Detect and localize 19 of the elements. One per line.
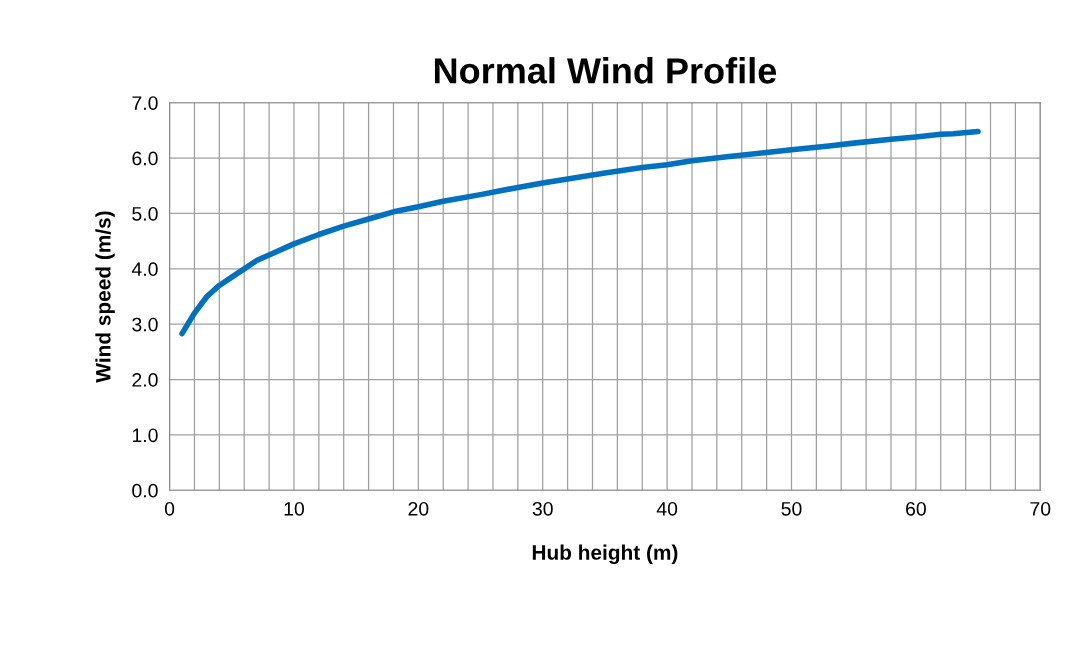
y-tick-label: 2.0 <box>132 373 158 387</box>
chart-title: Normal Wind Profile <box>434 57 777 84</box>
x-tick-label: 60 <box>906 501 926 516</box>
y-tick-label: 7.0 <box>132 96 158 110</box>
x-tick-label: 10 <box>284 501 305 516</box>
y-tick-label: 6.0 <box>132 151 158 166</box>
y-tick-label: 5.0 <box>132 206 158 221</box>
x-tick-label: 50 <box>781 501 802 516</box>
y-tick-label: 3.0 <box>132 317 158 332</box>
x-tick-label: 40 <box>656 501 678 516</box>
y-tick-label: 1.0 <box>132 428 158 443</box>
y-tick-label: 4.0 <box>131 262 158 277</box>
x-tick-label: 70 <box>1030 501 1051 516</box>
x-tick-label: 30 <box>532 501 553 516</box>
y-tick-label: 0.0 <box>132 483 158 498</box>
x-tick-label: 20 <box>408 501 429 516</box>
x-tick-label: 0 <box>164 501 175 516</box>
y-axis-title: Wind speed (m/s) <box>95 211 115 383</box>
x-axis-title: Hub height (m) <box>532 544 678 565</box>
